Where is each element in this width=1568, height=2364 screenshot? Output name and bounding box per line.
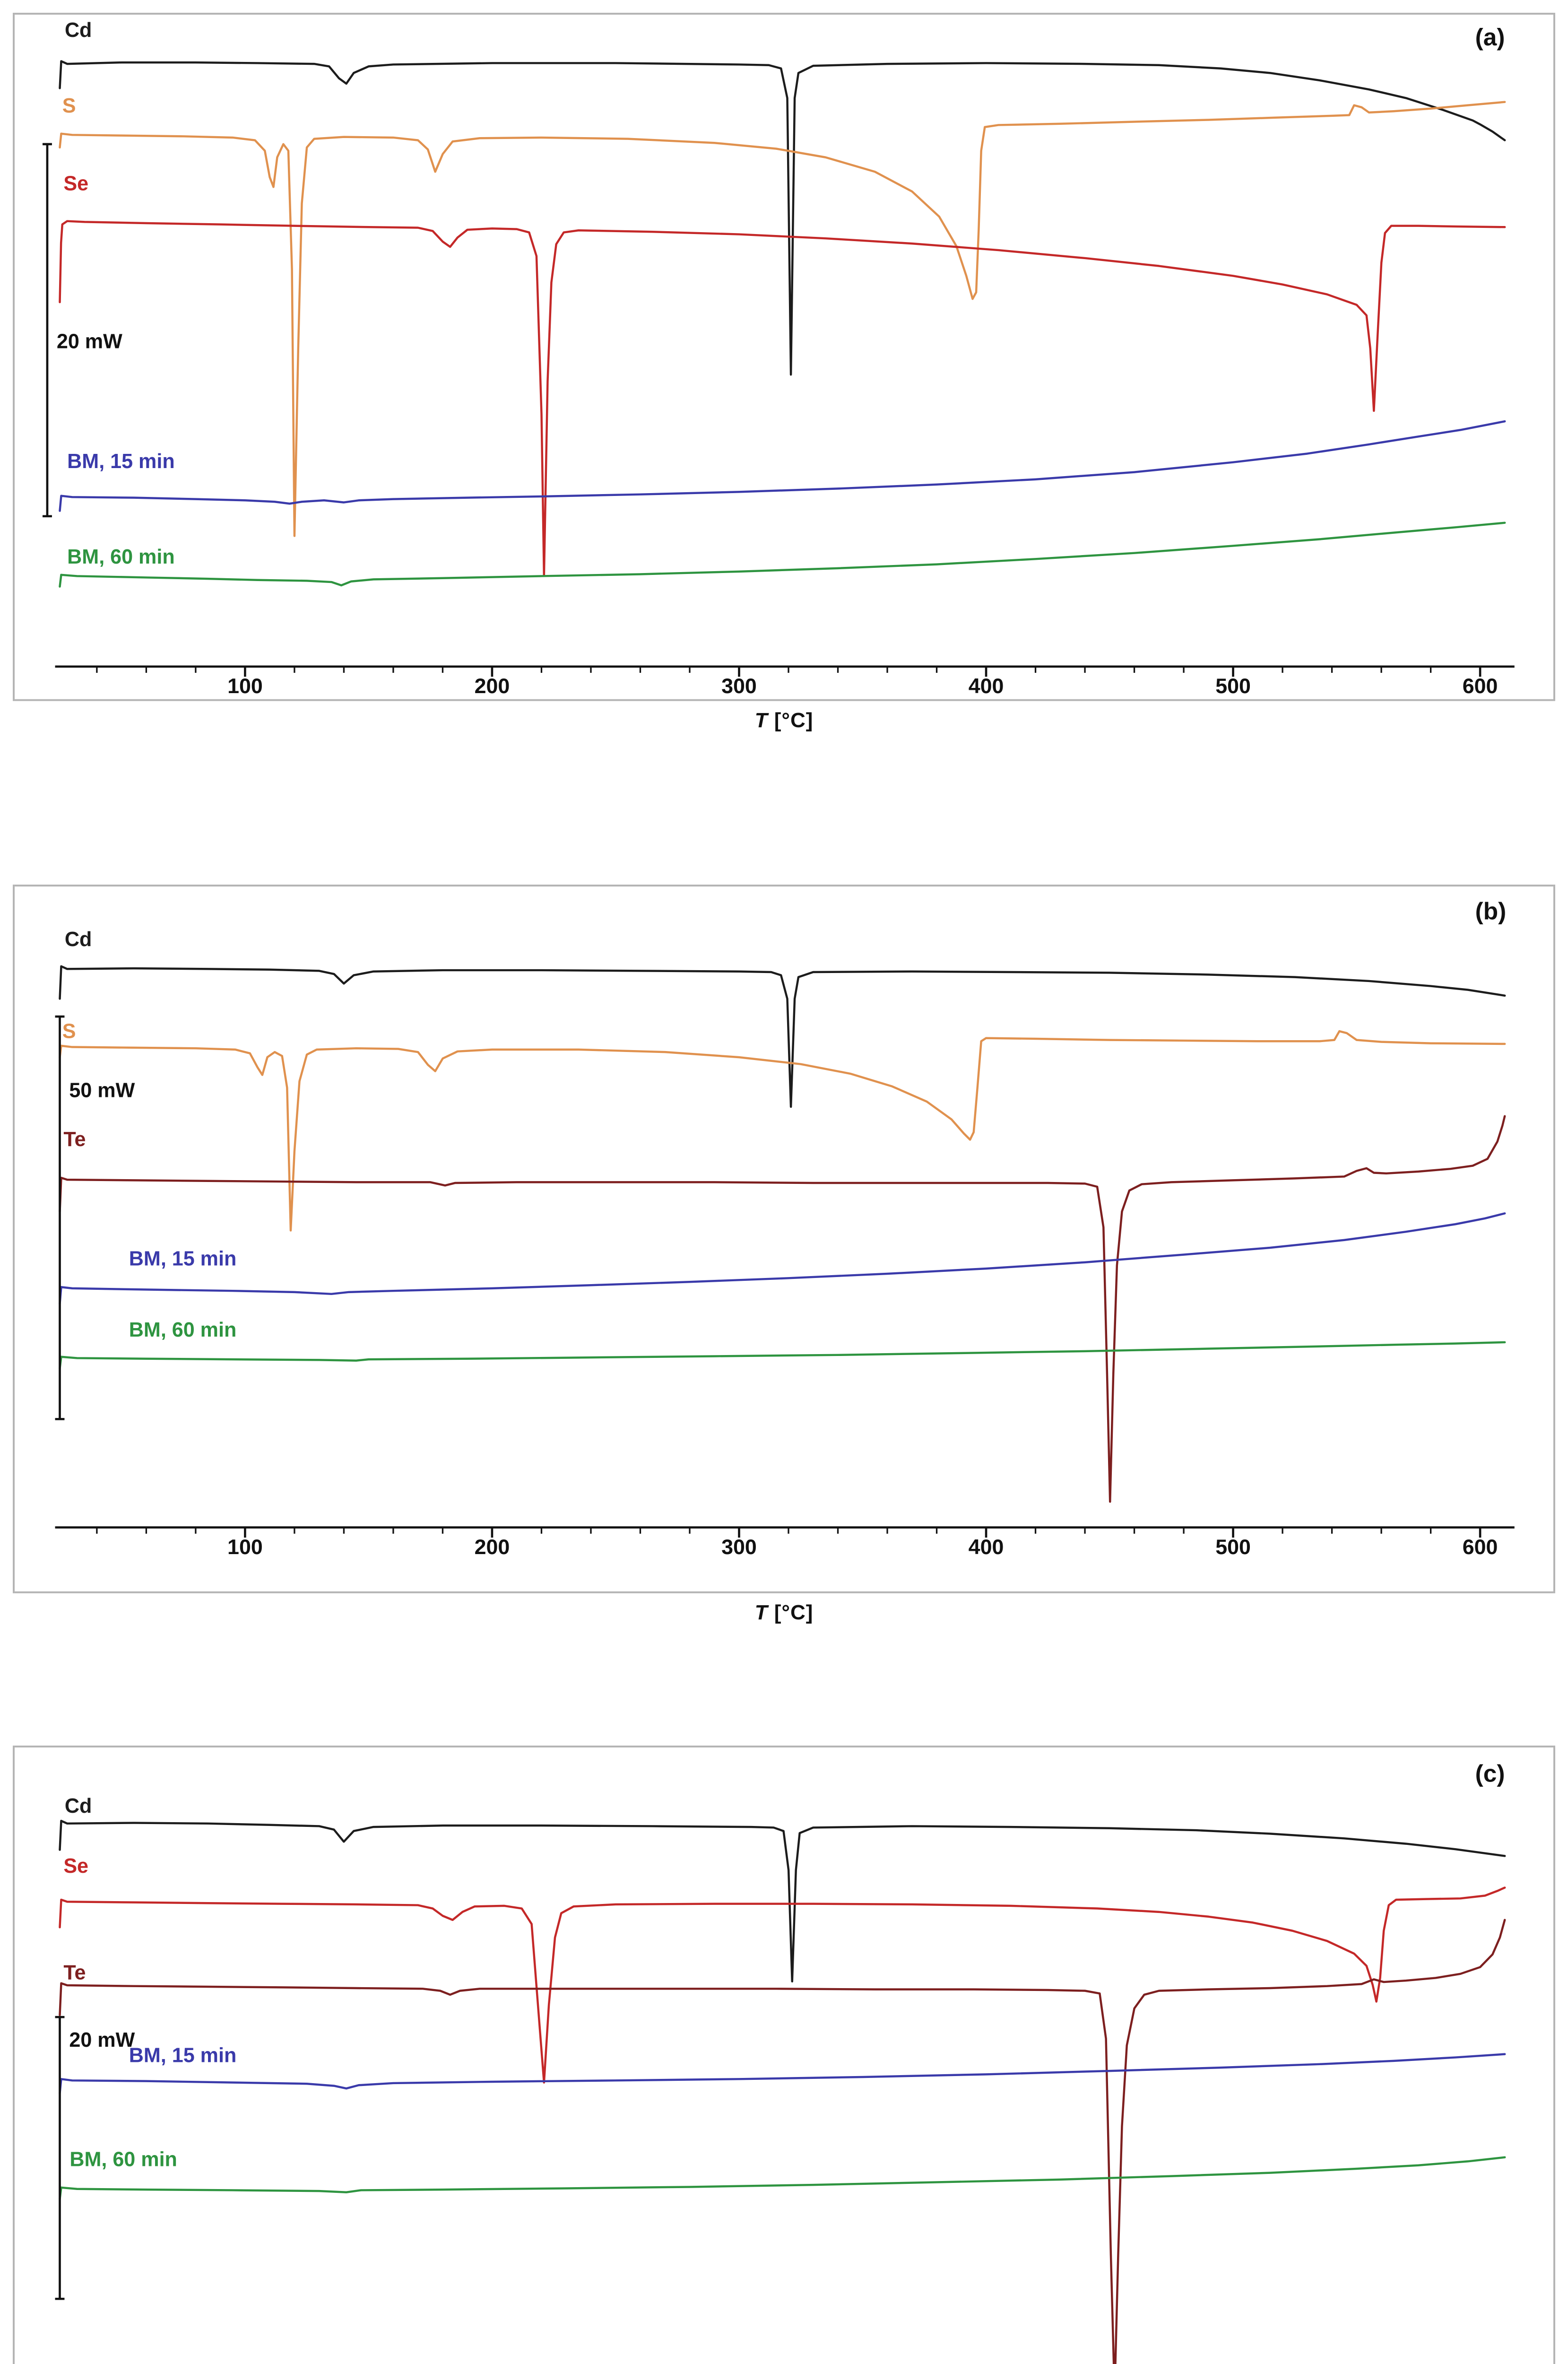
curve-bm-15-min — [59, 1212, 1506, 1305]
curve-label: BM, 60 min — [67, 546, 174, 568]
curve-te — [59, 1115, 1506, 1503]
dsc-chart-b: 100 200 300 400 500 600 Cd S Te BM, 15 min BM, 60 … — [13, 885, 1555, 1593]
curve-cd — [59, 60, 1506, 376]
x-axis-title-a: T [°C] — [13, 709, 1555, 732]
curve-s — [59, 101, 1506, 537]
curve-bm-15-min — [59, 420, 1506, 512]
curve-se — [59, 220, 1506, 577]
x-axis-symbol: T — [754, 1600, 768, 1624]
curve-se — [59, 1886, 1506, 2084]
panel-letter: (c) — [1475, 1760, 1505, 1787]
dsc-panel-a: 100 200 300 400 500 600 Cd S Se BM, 15 min BM, 60 … — [13, 13, 1555, 732]
curve-te — [59, 1919, 1506, 2364]
curve-label: BM, 15 min — [67, 450, 174, 473]
panel-border — [13, 13, 1555, 701]
scale-bar-label: 20 mW — [57, 330, 122, 353]
tick-label: 200 — [475, 1535, 510, 1559]
dsc-thermogram-a: 100 200 300 400 500 600 Cd S Se BM, 15 min BM, 60 … — [13, 13, 1555, 701]
curve-label: BM, 60 min — [129, 1319, 236, 1341]
tick-label: 300 — [721, 1535, 757, 1559]
curve-label: Cd — [65, 928, 92, 951]
curve-bm-60-min — [59, 521, 1506, 588]
tick-label: 600 — [1463, 1535, 1498, 1559]
panel-border — [13, 1746, 1555, 2364]
curve-label: BM, 15 min — [129, 1247, 236, 1270]
tick-label: 100 — [227, 674, 263, 698]
tick-label: 500 — [1215, 1535, 1251, 1559]
curve-cd — [59, 965, 1506, 1108]
curve-bm-60-min — [59, 2156, 1506, 2200]
dsc-thermogram-b: 100 200 300 400 500 600 Cd S Te BM, 15 min BM, 60 … — [13, 885, 1555, 1593]
curve-label: Se — [63, 172, 88, 195]
tick-label: 200 — [475, 674, 510, 698]
x-axis-unit: [°C] — [768, 708, 814, 732]
scale-bar-label: 50 mW — [69, 1079, 135, 1102]
panel-letter: (b) — [1475, 897, 1507, 925]
curve-bm-15-min — [59, 2053, 1506, 2095]
curve-label: S — [62, 1020, 76, 1043]
tick-label: 100 — [227, 1535, 263, 1559]
panel-letter: (a) — [1475, 23, 1505, 51]
dsc-panel-b: 100 200 300 400 500 600 Cd S Te BM, 15 min BM, 60 … — [13, 885, 1555, 1625]
panel-border — [13, 885, 1555, 1593]
tick-label: 400 — [969, 1535, 1004, 1559]
curve-label: BM, 15 min — [129, 2044, 236, 2067]
scale-bar-label: 20 mW — [69, 2029, 135, 2051]
tick-label: 400 — [969, 674, 1004, 698]
curve-s — [59, 1030, 1506, 1232]
curve-label: S — [62, 95, 76, 117]
curve-cd — [59, 1819, 1506, 1982]
curve-label: Cd — [65, 19, 92, 42]
x-axis-unit: [°C] — [768, 1600, 814, 1624]
curve-label: Te — [63, 1128, 86, 1151]
tick-label: 500 — [1215, 674, 1251, 698]
curve-label: Te — [63, 1961, 86, 1984]
curve-label: Cd — [65, 1795, 92, 1817]
tick-label: 600 — [1463, 674, 1498, 698]
curve-label: BM, 60 min — [69, 2148, 177, 2171]
x-axis-symbol: T — [754, 708, 768, 732]
dsc-chart-a: 100 200 300 400 500 600 Cd S Se BM, 15 min BM, 60 … — [13, 13, 1555, 701]
tick-label: 300 — [721, 674, 757, 698]
x-axis-title-b: T [°C] — [13, 1601, 1555, 1625]
curve-bm-60-min — [59, 1341, 1506, 1370]
curve-label: Se — [63, 1855, 88, 1877]
